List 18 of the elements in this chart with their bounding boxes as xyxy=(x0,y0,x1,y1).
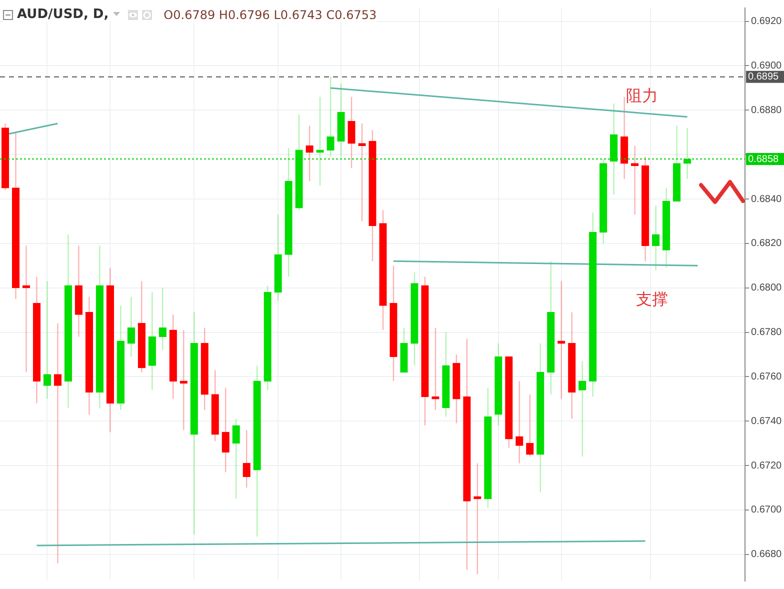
y-tick-label: 0.6820 xyxy=(751,238,782,250)
y-tick-label: 0.6760 xyxy=(751,371,782,382)
y-tick-label: 0.6900 xyxy=(751,60,782,72)
chart-title: AUD/USD, D, xyxy=(17,7,109,22)
y-tick-label: 0.6700 xyxy=(751,504,782,516)
y-tick-label: 0.6840 xyxy=(751,194,782,205)
chart-subtitle: O0.6789 H0.6796 L0.6743 C0.6753 xyxy=(164,8,377,22)
y-tick-label: 0.6920 xyxy=(751,16,782,28)
y-tick-label: 0.6740 xyxy=(751,416,782,427)
annotation: 支撑 xyxy=(636,289,668,308)
y-tick-label: 0.6680 xyxy=(751,549,782,560)
y-tick-label: 0.6880 xyxy=(751,104,782,116)
y-tick-label: 0.6780 xyxy=(751,327,782,338)
annotation: 阻力 xyxy=(626,86,658,105)
y-tick-label: 0.6800 xyxy=(751,282,782,294)
y-tick-label: 0.6720 xyxy=(751,460,782,472)
ref-line-label: 0.6858 xyxy=(748,154,780,165)
ref-line-label: 0.6895 xyxy=(748,72,780,83)
